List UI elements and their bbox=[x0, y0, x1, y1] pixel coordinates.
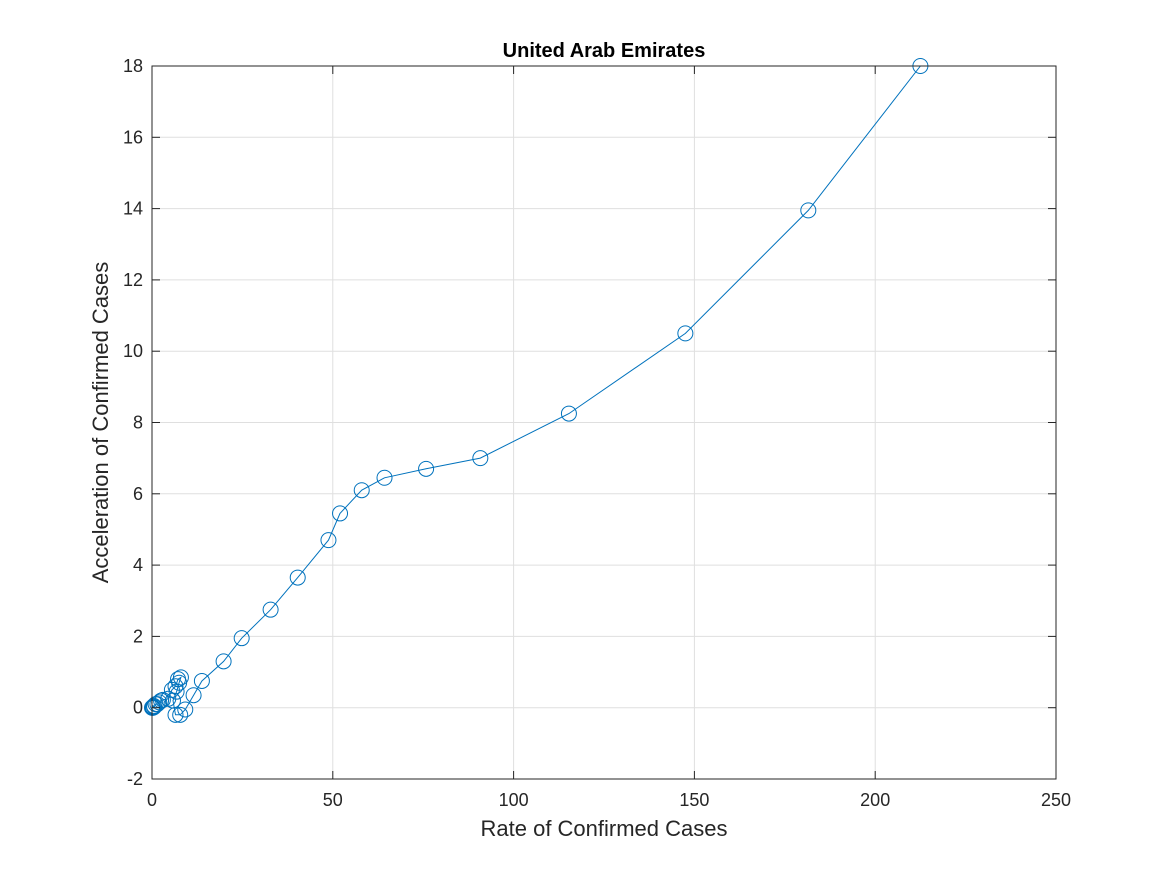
data-point bbox=[185, 687, 202, 704]
data-point bbox=[289, 569, 306, 586]
data-point bbox=[262, 601, 279, 618]
data-point bbox=[418, 460, 435, 477]
y-tick-label: 10 bbox=[123, 341, 143, 361]
data-point bbox=[320, 532, 337, 549]
data-point bbox=[171, 674, 188, 691]
data-point bbox=[168, 683, 185, 700]
data-point bbox=[167, 706, 184, 723]
x-tick-label: 250 bbox=[1041, 790, 1071, 810]
y-axis-label: Acceleration of Confirmed Cases bbox=[88, 262, 113, 584]
y-tick-label: 2 bbox=[133, 626, 143, 646]
y-tick-label: 18 bbox=[123, 56, 143, 76]
data-point bbox=[332, 505, 349, 522]
y-tick-label: -2 bbox=[127, 769, 143, 789]
x-tick-label: 100 bbox=[499, 790, 529, 810]
data-point bbox=[149, 696, 166, 713]
data-point bbox=[172, 706, 189, 723]
data-point bbox=[800, 202, 817, 219]
data-point bbox=[193, 672, 210, 689]
data-point bbox=[154, 691, 171, 708]
y-tick-label: 6 bbox=[133, 484, 143, 504]
data-point bbox=[215, 653, 232, 670]
y-tick-label: 12 bbox=[123, 270, 143, 290]
x-tick-label: 0 bbox=[147, 790, 157, 810]
y-tick-label: 8 bbox=[133, 413, 143, 433]
x-tick-label: 150 bbox=[679, 790, 709, 810]
x-tick-label: 200 bbox=[860, 790, 890, 810]
x-axis-label: Rate of Confirmed Cases bbox=[481, 816, 728, 841]
x-tick-label: 50 bbox=[323, 790, 343, 810]
data-point bbox=[353, 482, 370, 499]
data-point bbox=[677, 325, 694, 342]
grid bbox=[151, 65, 1057, 780]
data-point bbox=[376, 469, 393, 486]
y-tick-label: 0 bbox=[133, 698, 143, 718]
data-point bbox=[472, 450, 489, 467]
data-point bbox=[560, 405, 577, 422]
y-tick-label: 4 bbox=[133, 555, 143, 575]
data-point bbox=[233, 630, 250, 647]
y-tick-label: 16 bbox=[123, 127, 143, 147]
y-tick-label: 14 bbox=[123, 199, 143, 219]
data-point bbox=[177, 701, 194, 718]
chart-title: United Arab Emirates bbox=[503, 40, 706, 62]
